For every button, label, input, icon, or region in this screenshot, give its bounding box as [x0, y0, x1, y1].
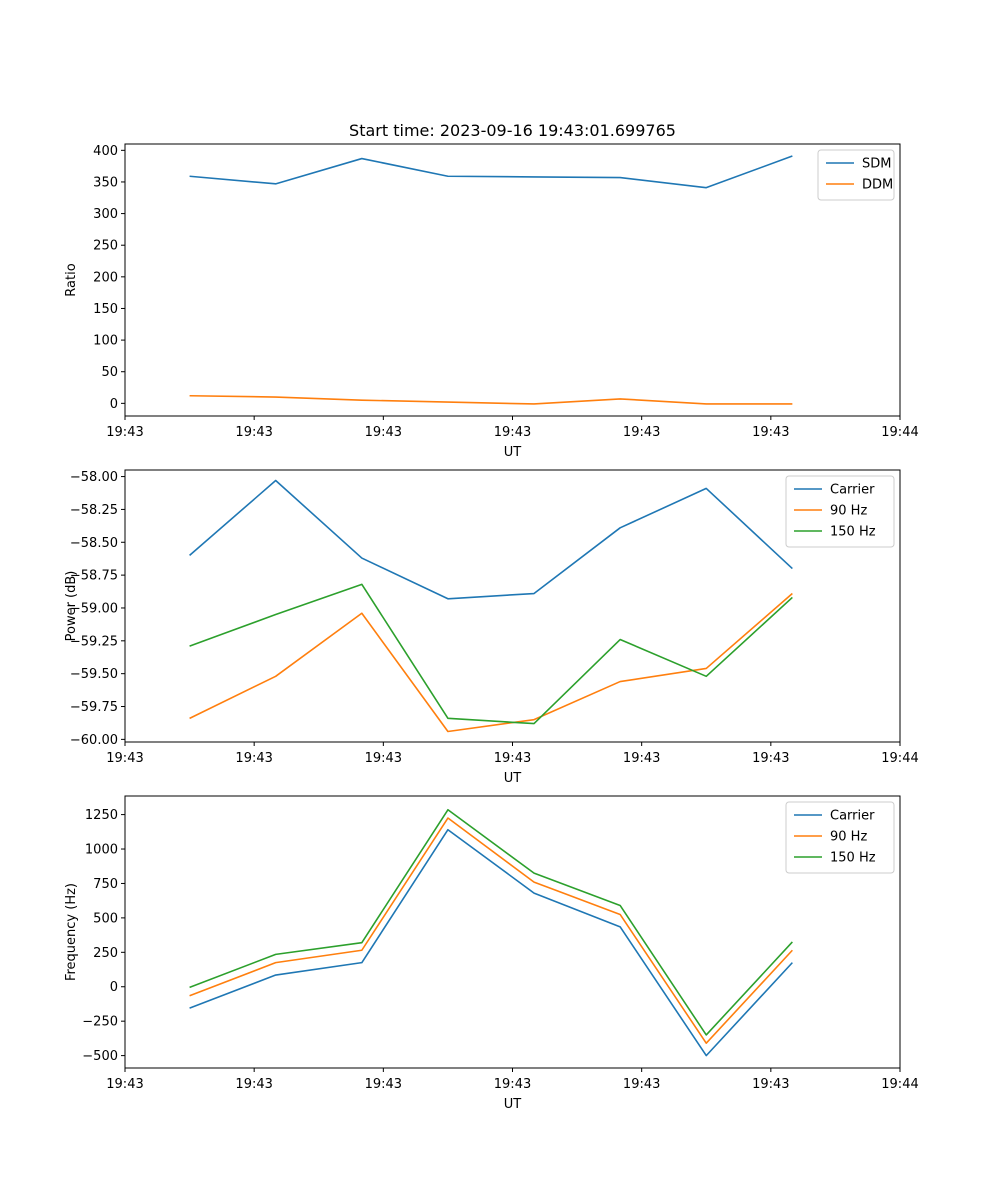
x-tick-label: 19:43 [235, 751, 272, 766]
y-tick-label: −250 [82, 1015, 118, 1030]
y-tick-label: 0 [110, 980, 118, 995]
y-tick-label: −58.25 [70, 503, 118, 518]
x-tick-label: 19:43 [494, 751, 531, 766]
x-tick-label: 19:43 [623, 425, 660, 440]
y-tick-label: −58.50 [70, 536, 118, 551]
y-tick-label: −60.00 [70, 733, 118, 748]
y-tick-label: 1000 [85, 843, 118, 858]
y-tick-label: −59.75 [70, 700, 118, 715]
x-tick-label: 19:43 [494, 425, 531, 440]
legend-label-90-hz: 90 Hz [830, 830, 867, 845]
x-tick-label: 19:43 [235, 1077, 272, 1092]
x-tick-label: 19:43 [752, 1077, 789, 1092]
legend: Carrier 90 Hz 150 Hz [785, 475, 895, 548]
legend: Carrier 90 Hz 150 Hz [785, 801, 895, 874]
y-tick-label: −500 [82, 1049, 118, 1064]
series-line-sdm [189, 155, 793, 189]
y-axis-label: Frequency (Hz) [64, 883, 79, 981]
y-tick-label: 400 [93, 144, 118, 159]
x-tick-label: 19:43 [365, 751, 402, 766]
x-axis-label: UT [504, 445, 522, 460]
x-tick-label: 19:43 [752, 751, 789, 766]
y-tick-label: 100 [93, 334, 118, 349]
y-tick-label: −59.25 [70, 634, 118, 649]
series-line-90-hz [189, 817, 793, 1045]
x-tick-label: 19:43 [106, 425, 143, 440]
x-axis-label: UT [504, 771, 522, 786]
x-tick-label: 19:43 [623, 1077, 660, 1092]
legend-label-sdm: SDM [862, 157, 891, 172]
x-tick-label: 19:43 [106, 751, 143, 766]
series-line-carrier [189, 828, 793, 1057]
legend-label-90-hz: 90 Hz [830, 504, 867, 519]
x-tick-label: 19:43 [623, 751, 660, 766]
legend-frame [785, 801, 895, 874]
legend-label-carrier: Carrier [830, 809, 875, 824]
chart-panel-3: −500 −250 0 250 500 750 1000 1250 19:43 19:43 19:4… [64, 795, 919, 1112]
y-tick-label: 50 [101, 365, 118, 380]
legend-label-150-hz: 150 Hz [830, 851, 876, 866]
y-tick-label: 0 [110, 397, 118, 412]
y-tick-label: 250 [93, 239, 118, 254]
series-line-150-hz [189, 583, 793, 725]
legend-frame [785, 475, 895, 548]
x-tick-label: 19:43 [494, 1077, 531, 1092]
y-tick-label: 750 [93, 877, 118, 892]
x-tick-label: 19:44 [881, 1077, 918, 1092]
y-tick-label: 1250 [85, 808, 118, 823]
y-tick-label: −59.00 [70, 601, 118, 616]
y-tick-label: 200 [93, 270, 118, 285]
y-tick-label: 500 [93, 911, 118, 926]
legend: SDM DDM [817, 149, 895, 201]
y-tick-label: −59.50 [70, 667, 118, 682]
y-axis-label: Power (dB) [64, 571, 79, 642]
y-tick-label: −58.00 [70, 470, 118, 485]
legend-label-carrier: Carrier [830, 483, 875, 498]
y-tick-label: 250 [93, 946, 118, 961]
series-line-150-hz [189, 808, 793, 1036]
figure-title: Start time: 2023-09-16 19:43:01.699765 [349, 121, 676, 140]
x-tick-label: 19:43 [752, 425, 789, 440]
y-tick-label: 150 [93, 302, 118, 317]
x-tick-label: 19:43 [365, 425, 402, 440]
y-axis-label: Ratio [64, 263, 79, 296]
chart-panel-2: −60.00 −59.75 −59.50 −59.25 −59.00 −58.75 −58.… [64, 469, 919, 786]
x-tick-label: 19:43 [235, 425, 272, 440]
x-tick-label: 19:43 [365, 1077, 402, 1092]
chart-panels: 0 50 100 150 200 250 300 350 400 19:43 19:43 19:43 1… [64, 143, 919, 1112]
legend-label-ddm: DDM [862, 178, 893, 193]
y-tick-label: 350 [93, 175, 118, 190]
legend-label-150-hz: 150 Hz [830, 525, 876, 540]
x-tick-label: 19:43 [106, 1077, 143, 1092]
y-tick-label: 300 [93, 207, 118, 222]
chart-panel-1: 0 50 100 150 200 250 300 350 400 19:43 19:43 19:43 1… [64, 143, 919, 460]
series-line-ddm [189, 394, 793, 405]
x-tick-label: 19:44 [881, 751, 918, 766]
x-axis-label: UT [504, 1097, 522, 1112]
y-tick-label: −58.75 [70, 569, 118, 584]
x-tick-label: 19:44 [881, 425, 918, 440]
series-line-carrier [189, 479, 793, 600]
